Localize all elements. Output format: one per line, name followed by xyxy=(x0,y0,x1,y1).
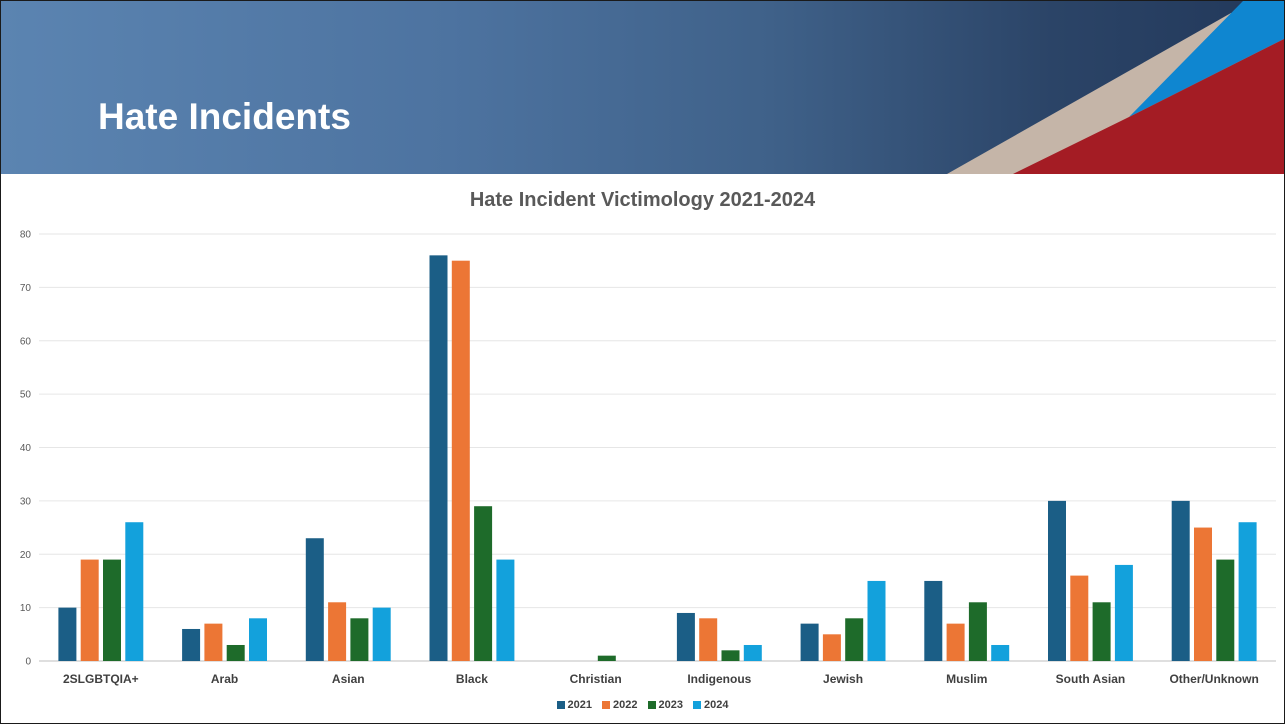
y-tick-label: 60 xyxy=(20,336,32,347)
legend-swatch xyxy=(556,701,565,709)
bar-2024 xyxy=(249,618,267,661)
bar-2021 xyxy=(1171,500,1190,661)
bar-2022 xyxy=(80,559,99,661)
legend-label: 2024 xyxy=(703,699,729,711)
bar-2023 xyxy=(474,506,493,661)
bar-2023 xyxy=(597,655,616,661)
bar-2024 xyxy=(1114,564,1133,661)
legend-swatch xyxy=(692,701,701,709)
header-banner: Hate Incidents xyxy=(1,1,1284,174)
chart-legend: 2021 2022 2023 2024 xyxy=(1,699,1284,711)
bar-2024 xyxy=(991,644,1010,661)
y-tick-label: 70 xyxy=(20,283,32,294)
bar-2023 xyxy=(721,650,740,661)
bar-2023 xyxy=(226,644,245,661)
bar-2022 xyxy=(1194,527,1212,661)
y-tick-label: 0 xyxy=(25,657,31,668)
bar-2022 xyxy=(946,623,965,661)
x-tick-label: Christian xyxy=(570,672,622,686)
legend-label: 2022 xyxy=(613,699,638,711)
x-tick-label: Arab xyxy=(211,672,238,686)
y-tick-label: 20 xyxy=(20,550,32,561)
legend-label: 2021 xyxy=(567,699,593,711)
bar-2024 xyxy=(743,644,762,661)
bar-2022 xyxy=(699,618,718,661)
bar-2021 xyxy=(58,607,77,661)
bar-2023 xyxy=(103,559,121,661)
bar-2021 xyxy=(800,623,819,661)
chart-title: Hate Incident Victimology 2021-2024 xyxy=(469,189,816,211)
legend-item: 2021 xyxy=(556,699,593,711)
y-tick-label: 80 xyxy=(20,230,32,241)
x-tick-label: Indigenous xyxy=(687,672,751,686)
x-tick-label: Black xyxy=(456,672,488,686)
bar-2022 xyxy=(204,623,223,661)
bar-2021 xyxy=(182,628,201,661)
bar-2021 xyxy=(1048,500,1066,661)
x-tick-label: Jewish xyxy=(823,672,863,686)
bar-2024 xyxy=(496,559,515,661)
bar-2023 xyxy=(968,602,987,661)
x-tick-label: Asian xyxy=(332,672,365,686)
y-tick-label: 10 xyxy=(20,603,32,614)
bar-2023 xyxy=(845,618,864,661)
bar-2021 xyxy=(429,255,448,661)
x-tick-label: Other/Unknown xyxy=(1169,672,1258,686)
bar-2022 xyxy=(822,634,841,661)
legend-swatch xyxy=(647,701,656,709)
bar-2024 xyxy=(372,607,391,661)
bar-2021 xyxy=(924,580,943,661)
x-tick-label: Muslim xyxy=(946,672,987,686)
bar-2021 xyxy=(676,612,695,661)
bar-2023 xyxy=(1216,559,1235,661)
legend-item: 2024 xyxy=(692,699,729,711)
bar-2022 xyxy=(328,602,347,661)
y-tick-label: 30 xyxy=(20,496,32,507)
y-tick-label: 50 xyxy=(20,390,32,401)
bar-2022 xyxy=(1070,575,1089,661)
legend-label: 2023 xyxy=(658,699,683,711)
bar-2022 xyxy=(451,260,470,661)
legend-swatch xyxy=(602,701,611,709)
legend-item: 2022 xyxy=(602,699,638,711)
page-title: Hate Incidents xyxy=(98,96,351,137)
bar-2023 xyxy=(1092,602,1111,661)
decorative-stripes xyxy=(947,1,1284,174)
bar-2024 xyxy=(125,522,144,661)
y-tick-label: 40 xyxy=(20,443,32,454)
x-tick-label: 2SLGBTQIA+ xyxy=(63,672,139,686)
bar-2021 xyxy=(305,538,324,661)
x-tick-label: South Asian xyxy=(1056,672,1126,686)
bar-2024 xyxy=(867,580,886,661)
bar-2024 xyxy=(1238,522,1257,661)
bar-2023 xyxy=(350,618,369,661)
legend-item: 2023 xyxy=(647,699,683,711)
